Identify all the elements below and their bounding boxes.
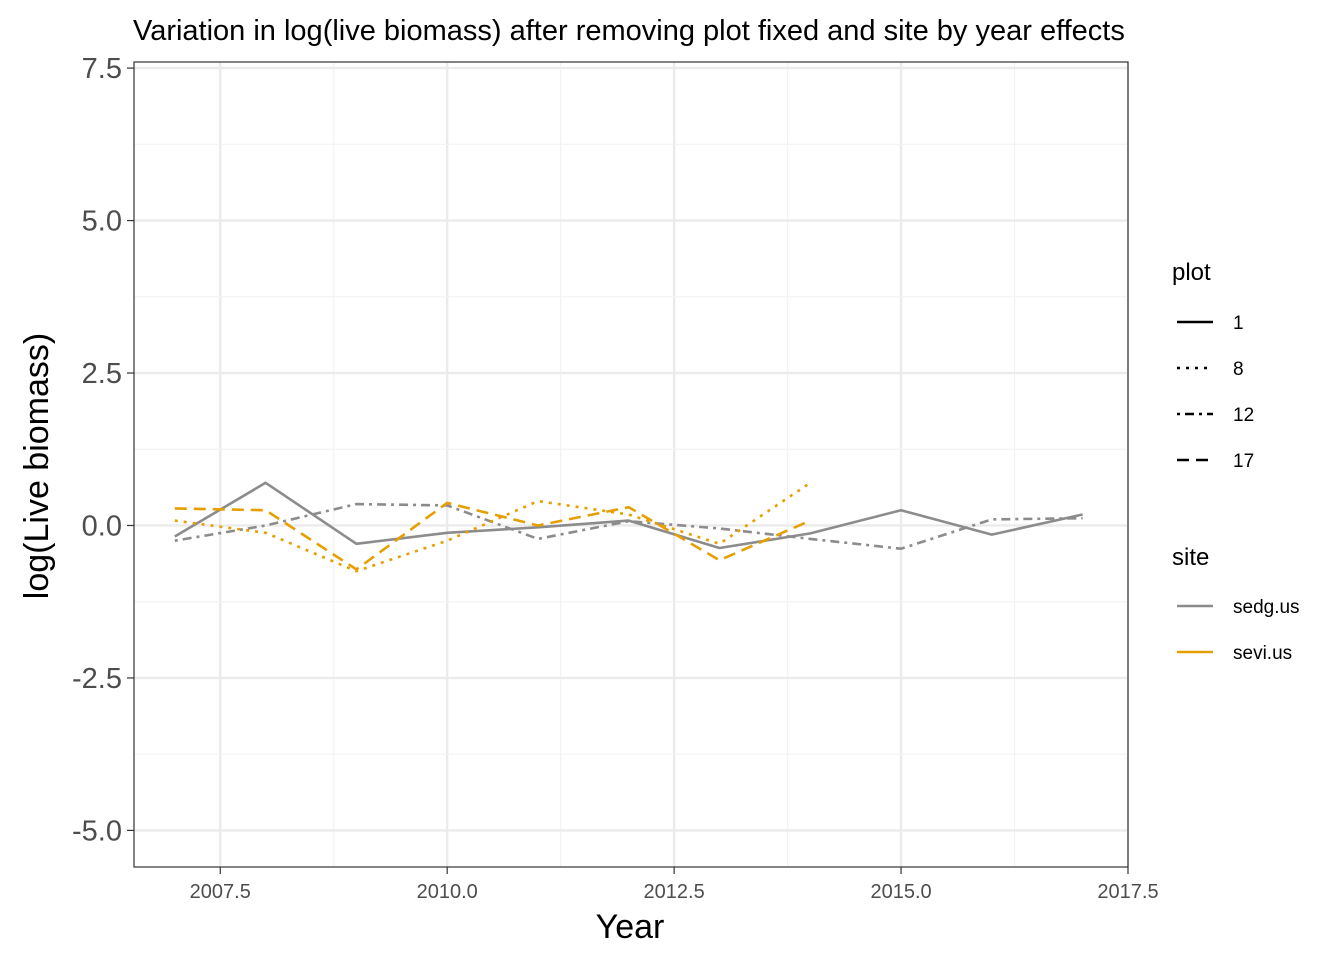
y-tick-label: 0.0 xyxy=(82,510,122,542)
series-line-sevi-us-plot-8 xyxy=(174,481,812,573)
legend-plot-title: plot xyxy=(1172,259,1211,286)
y-tick-label: 7.5 xyxy=(82,53,122,85)
series-line-sedg-us-plot-12 xyxy=(174,502,1083,551)
x-tick-label: 2015.0 xyxy=(870,881,931,903)
legend-label-plot-1: 1 xyxy=(1233,313,1244,334)
legend-label-plot-12: 12 xyxy=(1233,405,1254,426)
x-tick-label: 2017.5 xyxy=(1097,881,1158,903)
y-tick-label: 2.5 xyxy=(82,358,122,390)
y-tick-label: -5.0 xyxy=(72,815,122,847)
series-lines xyxy=(174,481,1083,573)
legend-label-site-sevi-us: sevi.us xyxy=(1233,643,1292,664)
legend-label-plot-8: 8 xyxy=(1233,359,1244,380)
x-tick-label: 2012.5 xyxy=(644,881,705,903)
y-tick-label: -2.5 xyxy=(72,663,122,695)
legend-site: site sedg.us sevi.us xyxy=(1172,544,1300,664)
panel-border xyxy=(133,61,1129,868)
axes: 2007.5 2010.0 2012.5 2015.0 2017.5 -5.0 -2.5 0.… xyxy=(72,53,1159,903)
y-axis-title: log(Live biomass) xyxy=(18,333,56,599)
series-line-sevi-us-plot-17 xyxy=(174,501,811,571)
plot-panel xyxy=(133,61,1130,868)
grid-lines xyxy=(134,62,1130,867)
legend-site-title: site xyxy=(1172,544,1209,571)
series-line-sedg-us-plot-1 xyxy=(174,481,1083,550)
x-axis-title: Year xyxy=(596,908,665,946)
chart-title: Variation in log(live biomass) after rem… xyxy=(133,15,1125,47)
x-tick-label: 2010.0 xyxy=(417,881,478,903)
y-tick-label: 5.0 xyxy=(82,206,122,238)
legend-plot: plot 1 8 12 17 xyxy=(1172,259,1254,472)
legend-label-site-sedg-us: sedg.us xyxy=(1233,597,1300,618)
legend-label-plot-17: 17 xyxy=(1233,451,1254,472)
x-tick-label: 2007.5 xyxy=(190,881,251,903)
